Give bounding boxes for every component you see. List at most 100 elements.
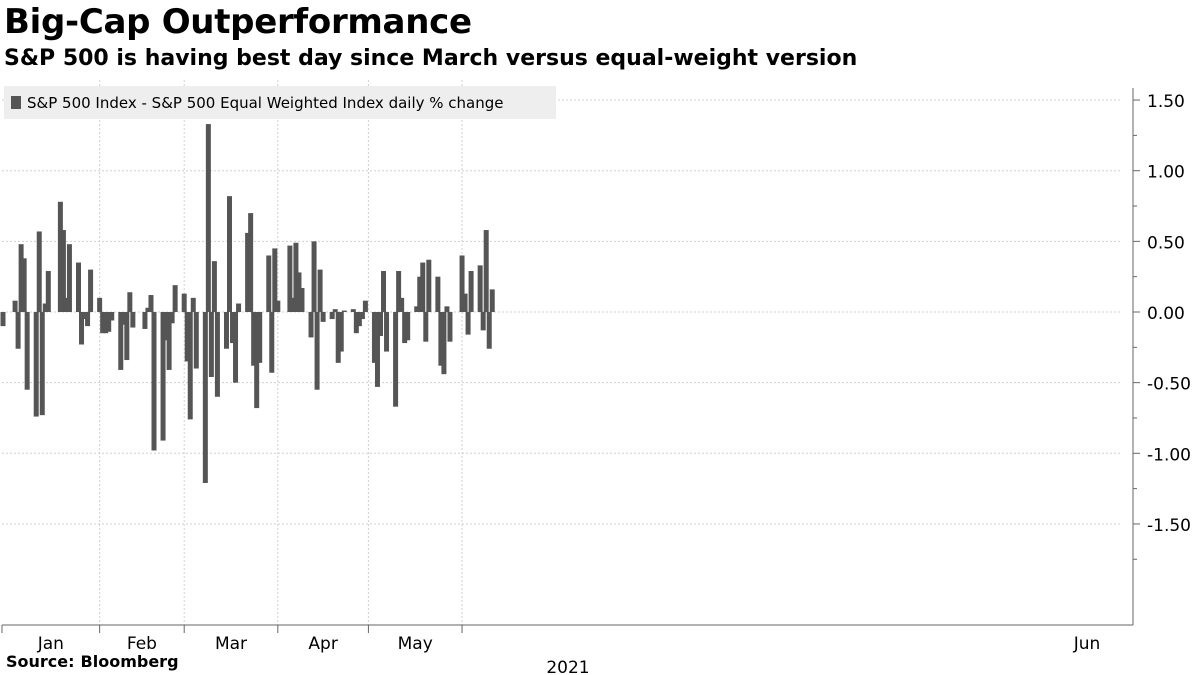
bar xyxy=(85,312,91,327)
bar xyxy=(202,312,208,483)
bar xyxy=(205,124,211,312)
legend-label: S&P 500 Index - S&P 500 Equal Weighted I… xyxy=(27,94,504,112)
bar xyxy=(248,213,254,312)
bar xyxy=(163,312,169,341)
bar xyxy=(266,255,272,312)
legend-swatch xyxy=(11,96,21,109)
bar xyxy=(317,269,323,312)
bar xyxy=(36,231,42,312)
grid-lines xyxy=(2,80,1120,625)
bar xyxy=(257,312,263,363)
bar xyxy=(311,241,317,312)
bar xyxy=(208,312,214,377)
bar xyxy=(293,242,299,312)
bar xyxy=(308,312,314,338)
bar xyxy=(356,312,362,327)
bar xyxy=(166,312,172,370)
bar xyxy=(405,312,411,341)
bar xyxy=(486,312,492,349)
bar xyxy=(462,293,468,312)
legend: S&P 500 Index - S&P 500 Equal Weighted I… xyxy=(4,86,556,119)
bar xyxy=(148,295,154,312)
x-tick-label: Apr xyxy=(308,634,337,654)
bar xyxy=(12,300,18,312)
bar xyxy=(172,285,178,312)
bar xyxy=(384,312,390,352)
y-tick-label: -0.50 xyxy=(1147,375,1191,395)
bar xyxy=(0,312,6,327)
bar xyxy=(60,230,66,312)
bar xyxy=(21,258,27,312)
bar xyxy=(417,276,423,312)
bar xyxy=(299,287,305,312)
bar xyxy=(420,262,426,312)
bar xyxy=(483,230,489,312)
bar xyxy=(329,312,335,320)
bar xyxy=(374,312,380,387)
bar xyxy=(121,312,127,325)
x-tick-label: Jan xyxy=(37,634,64,654)
bar xyxy=(296,272,302,312)
y-tick-label: 1.50 xyxy=(1147,92,1185,112)
bar xyxy=(447,312,453,342)
bar xyxy=(254,312,260,409)
bar xyxy=(465,312,471,335)
bar xyxy=(214,312,220,397)
bar xyxy=(106,312,112,332)
bar xyxy=(63,297,69,312)
bar xyxy=(118,312,124,370)
bar xyxy=(371,312,377,363)
bar xyxy=(393,312,399,407)
bar xyxy=(142,312,148,329)
bar xyxy=(290,297,296,312)
bar xyxy=(353,312,359,334)
chart-title: Big-Cap Outperformance xyxy=(4,2,472,42)
x-tick-label: Feb xyxy=(127,634,157,654)
bar xyxy=(82,312,88,320)
bar xyxy=(272,248,278,312)
y-tick-label: 0.50 xyxy=(1147,233,1185,253)
y-tick-label: 1.00 xyxy=(1147,163,1185,183)
bar xyxy=(39,312,45,416)
bar xyxy=(109,312,115,321)
bar xyxy=(211,261,217,312)
bar xyxy=(66,244,72,312)
bar xyxy=(396,271,402,312)
bar xyxy=(45,271,51,312)
bar xyxy=(160,312,166,441)
bar xyxy=(193,312,199,369)
bar xyxy=(414,306,420,312)
bar xyxy=(57,201,63,312)
bar xyxy=(124,312,130,361)
bar xyxy=(468,271,474,312)
bar xyxy=(103,312,109,334)
bar xyxy=(402,312,408,344)
bar xyxy=(130,312,136,328)
bar xyxy=(15,312,21,349)
bar xyxy=(341,310,347,312)
bar xyxy=(100,312,106,334)
bar xyxy=(42,303,48,312)
bar xyxy=(230,312,236,344)
y-tick-label: -1.00 xyxy=(1147,445,1191,465)
bar xyxy=(275,300,281,312)
bar xyxy=(151,312,157,451)
bar xyxy=(338,312,344,352)
x-tick-label: Mar xyxy=(215,634,247,654)
bar xyxy=(362,300,368,312)
bar xyxy=(79,312,85,345)
source-label: Source: xyxy=(6,652,75,671)
y-axis: 1.50 1.00 0.50 0.00 -0.50 -1.00 -1.50 xyxy=(1132,88,1191,625)
x-axis-year-label: 2021 xyxy=(546,658,589,675)
bar xyxy=(335,312,341,363)
bar xyxy=(169,312,175,324)
x-axis: Jan Feb Mar Apr May Jun 2021 xyxy=(1,624,1133,675)
bar xyxy=(24,312,30,390)
bar xyxy=(245,232,251,312)
bar xyxy=(459,255,465,312)
bar xyxy=(359,312,365,320)
bar xyxy=(426,259,432,312)
bar xyxy=(145,307,151,312)
bar xyxy=(381,271,387,312)
x-tick-label: Jun xyxy=(1073,634,1101,654)
